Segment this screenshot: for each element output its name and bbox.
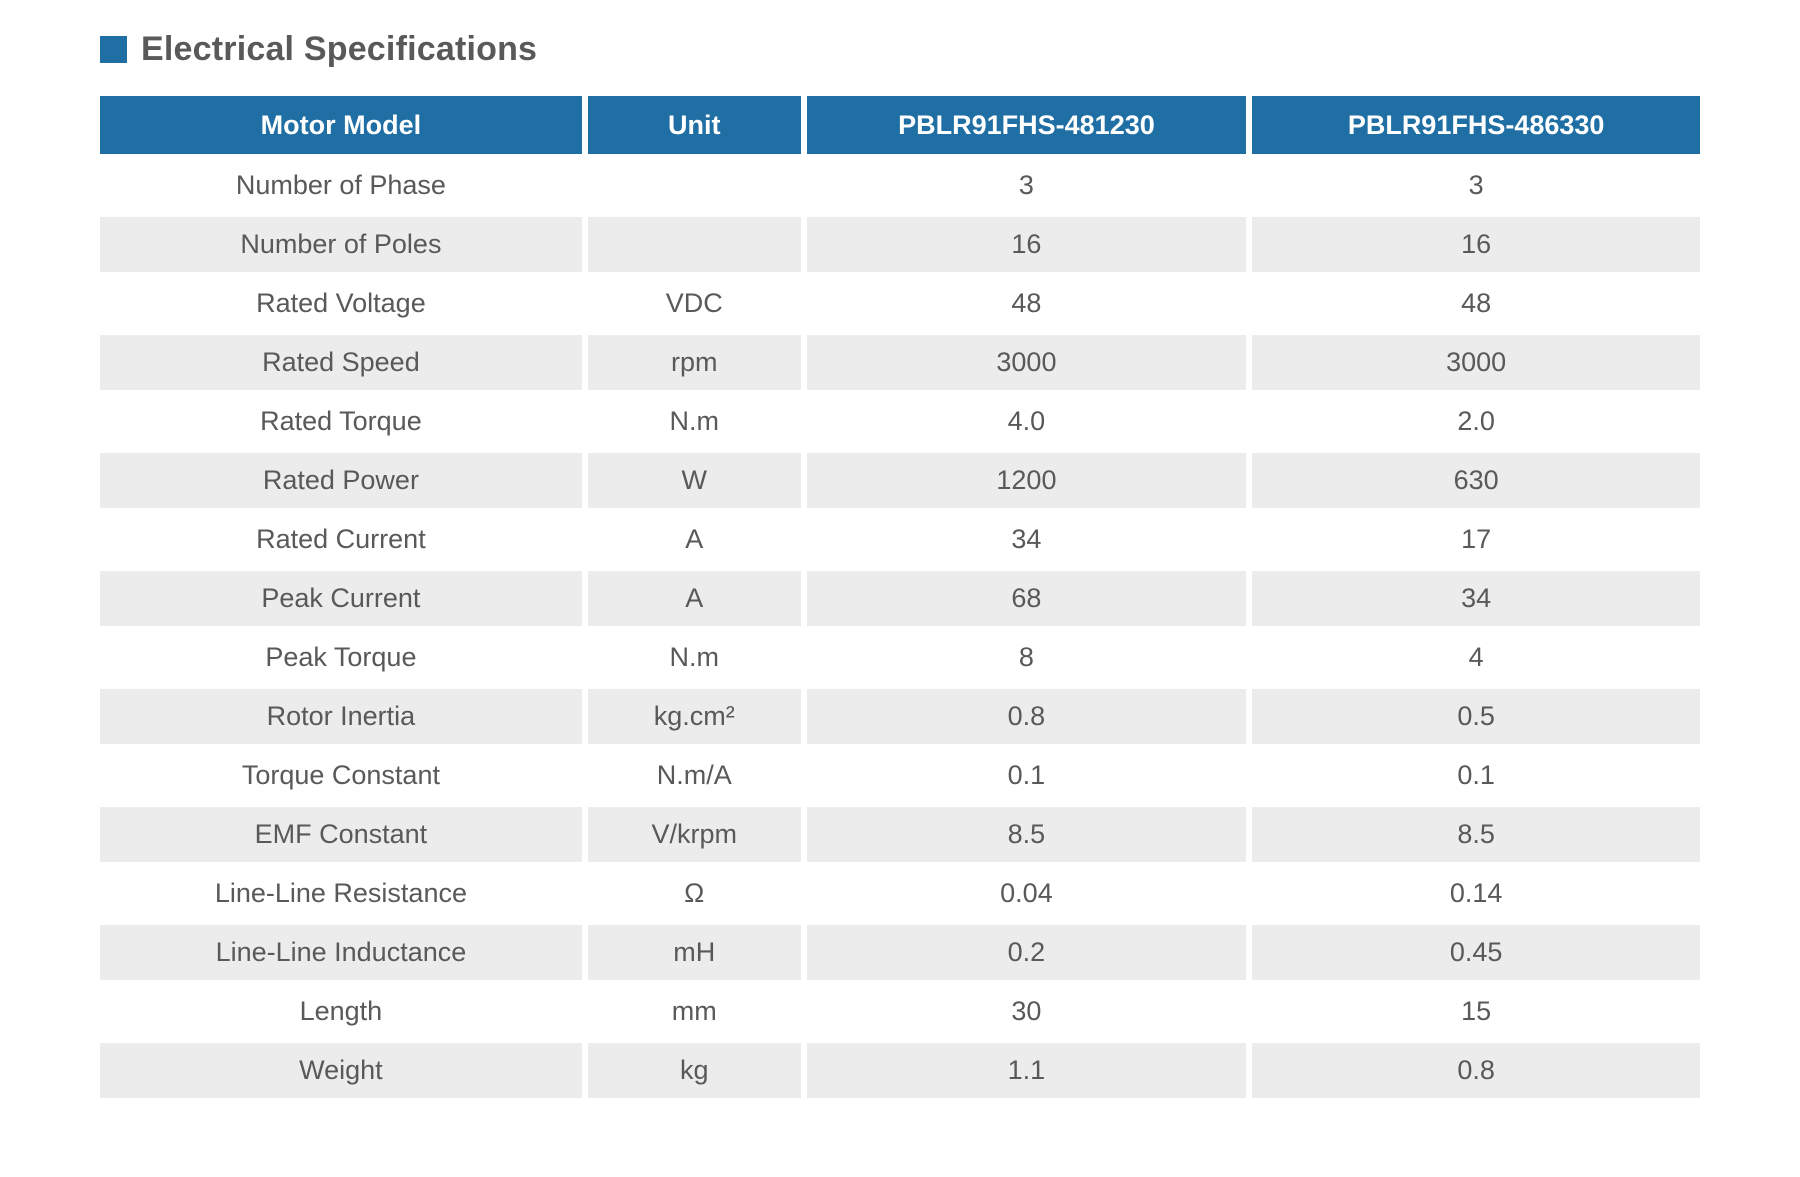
content-area: Electrical Specifications Motor Model Un… <box>100 28 1706 1102</box>
spec-label-cell: Rotor Inertia <box>100 689 582 744</box>
value-cell-481230: 1200 <box>806 453 1247 508</box>
value-cell-486330: 0.5 <box>1252 689 1700 744</box>
spec-label-cell: Number of Phase <box>100 158 582 213</box>
value-cell-481230: 0.8 <box>806 689 1247 744</box>
value-cell-481230: 0.1 <box>806 748 1247 803</box>
table-row: Line-Line Inductance mH 0.2 0.45 <box>100 925 1700 980</box>
unit-cell: mH <box>587 925 801 980</box>
value-cell-481230: 3 <box>806 158 1247 213</box>
value-cell-481230: 0.04 <box>806 866 1247 921</box>
unit-cell: N.m <box>587 394 801 449</box>
section-title-text: Electrical Specifications <box>141 29 538 68</box>
header-unit: Unit <box>587 96 801 154</box>
header-motor-model: Motor Model <box>100 96 582 154</box>
value-cell-486330: 0.8 <box>1252 1043 1700 1098</box>
value-cell-486330: 15 <box>1252 984 1700 1039</box>
table-row: Line-Line Resistance Ω 0.04 0.14 <box>100 866 1700 921</box>
table-row: Rated Power W 1200 630 <box>100 453 1700 508</box>
value-cell-486330: 3 <box>1252 158 1700 213</box>
value-cell-481230: 8 <box>806 630 1247 685</box>
table-row: Number of Poles 16 16 <box>100 217 1700 272</box>
header-model-486330: PBLR91FHS-486330 <box>1252 96 1700 154</box>
blue-square-bullet-icon <box>100 35 127 63</box>
spec-label-cell: Number of Poles <box>100 217 582 272</box>
spec-label-cell: Line-Line Inductance <box>100 925 582 980</box>
spec-label-cell: Torque Constant <box>100 748 582 803</box>
spec-label-cell: Rated Power <box>100 453 582 508</box>
table-row: Weight kg 1.1 0.8 <box>100 1043 1700 1098</box>
value-cell-481230: 0.2 <box>806 925 1247 980</box>
unit-cell: A <box>587 512 801 567</box>
table-row: Rated Voltage VDC 48 48 <box>100 276 1700 331</box>
value-cell-486330: 0.45 <box>1252 925 1700 980</box>
spec-label-cell: Line-Line Resistance <box>100 866 582 921</box>
spec-label-cell: Peak Torque <box>100 630 582 685</box>
table-row: Rated Speed rpm 3000 3000 <box>100 335 1700 390</box>
unit-cell: kg.cm² <box>587 689 801 744</box>
unit-cell: A <box>587 571 801 626</box>
value-cell-486330: 4 <box>1252 630 1700 685</box>
section-title: Electrical Specifications <box>100 28 1706 70</box>
spec-label-cell: Rated Voltage <box>100 276 582 331</box>
unit-cell: W <box>587 453 801 508</box>
value-cell-486330: 0.14 <box>1252 866 1700 921</box>
table-row: Rated Current A 34 17 <box>100 512 1700 567</box>
value-cell-486330: 16 <box>1252 217 1700 272</box>
unit-cell <box>587 217 801 272</box>
header-row: Motor Model Unit PBLR91FHS-481230 PBLR91… <box>100 96 1700 154</box>
value-cell-486330: 34 <box>1252 571 1700 626</box>
unit-cell: mm <box>587 984 801 1039</box>
value-cell-486330: 48 <box>1252 276 1700 331</box>
unit-cell: N.m <box>587 630 801 685</box>
value-cell-481230: 30 <box>806 984 1247 1039</box>
unit-cell: V/krpm <box>587 807 801 862</box>
value-cell-481230: 68 <box>806 571 1247 626</box>
spec-label-cell: Peak Current <box>100 571 582 626</box>
unit-cell <box>587 158 801 213</box>
spec-label-cell: Rated Current <box>100 512 582 567</box>
unit-cell: VDC <box>587 276 801 331</box>
unit-cell: N.m/A <box>587 748 801 803</box>
value-cell-486330: 0.1 <box>1252 748 1700 803</box>
electrical-specifications-table: Motor Model Unit PBLR91FHS-481230 PBLR91… <box>94 92 1706 1102</box>
header-model-481230: PBLR91FHS-481230 <box>806 96 1247 154</box>
unit-cell: rpm <box>587 335 801 390</box>
value-cell-486330: 2.0 <box>1252 394 1700 449</box>
table-row: Torque Constant N.m/A 0.1 0.1 <box>100 748 1700 803</box>
value-cell-481230: 8.5 <box>806 807 1247 862</box>
spec-label-cell: Weight <box>100 1043 582 1098</box>
table-row: Peak Torque N.m 8 4 <box>100 630 1700 685</box>
table-row: Number of Phase 3 3 <box>100 158 1700 213</box>
value-cell-481230: 34 <box>806 512 1247 567</box>
table-row: Rotor Inertia kg.cm² 0.8 0.5 <box>100 689 1700 744</box>
spec-label-cell: Length <box>100 984 582 1039</box>
value-cell-481230: 48 <box>806 276 1247 331</box>
unit-cell: kg <box>587 1043 801 1098</box>
value-cell-486330: 8.5 <box>1252 807 1700 862</box>
value-cell-486330: 17 <box>1252 512 1700 567</box>
value-cell-481230: 4.0 <box>806 394 1247 449</box>
value-cell-481230: 1.1 <box>806 1043 1247 1098</box>
value-cell-481230: 3000 <box>806 335 1247 390</box>
value-cell-486330: 3000 <box>1252 335 1700 390</box>
unit-cell: Ω <box>587 866 801 921</box>
value-cell-481230: 16 <box>806 217 1247 272</box>
spec-label-cell: Rated Torque <box>100 394 582 449</box>
value-cell-486330: 630 <box>1252 453 1700 508</box>
table-row: EMF Constant V/krpm 8.5 8.5 <box>100 807 1700 862</box>
table-row: Length mm 30 15 <box>100 984 1700 1039</box>
spec-label-cell: Rated Speed <box>100 335 582 390</box>
spec-label-cell: EMF Constant <box>100 807 582 862</box>
table-row: Peak Current A 68 34 <box>100 571 1700 626</box>
table-row: Rated Torque N.m 4.0 2.0 <box>100 394 1700 449</box>
